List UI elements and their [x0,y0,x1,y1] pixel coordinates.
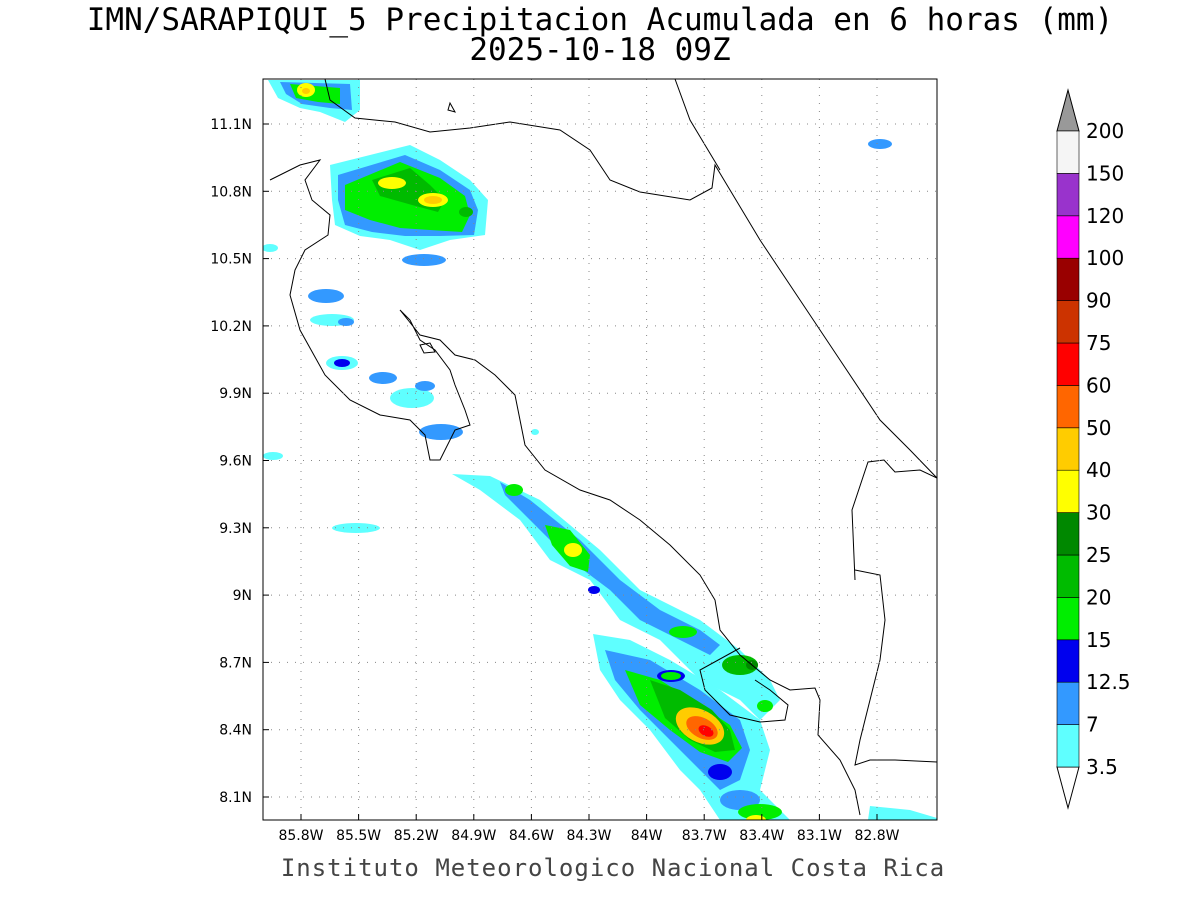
colorbar-swatch [1056,130,1080,174]
lat-tick-label: 8.4N [219,723,252,739]
colorbar-bottom-arrow [1056,766,1080,810]
colorbar-label: 150 [1086,161,1124,185]
lon-tick-label: 84W [631,828,663,844]
colorbar-label: 60 [1086,373,1111,397]
colorbar-label: 75 [1086,331,1111,355]
lat-tick-label: 11.1N [210,117,252,133]
lat-tick-label: 9.3N [219,521,252,537]
colorbar-label: 100 [1086,246,1124,270]
lat-tick-label: 8.1N [219,790,252,806]
map-datetime: 2025-10-18 09Z [469,32,731,68]
colorbar-swatch [1056,385,1080,429]
colorbar-swatch [1056,215,1080,259]
colorbar-label: 200 [1086,119,1124,143]
colorbar-label: 7 [1086,713,1099,737]
colorbar-label: 120 [1086,204,1124,228]
colorbar-swatch [1056,342,1080,386]
map-title: IMN/SARAPIQUI_5 Precipitacion Acumulada … [86,2,1114,38]
colorbar-label: 50 [1086,416,1111,440]
colorbar-swatch [1056,512,1080,556]
colorbar-label: 20 [1086,585,1111,609]
colorbar-label: 30 [1086,501,1111,525]
colorbar-swatch [1056,681,1080,725]
colorbar-label: 3.5 [1086,755,1118,779]
lat-tick-label: 10.2N [210,319,252,335]
lon-tick-label: 83.7W [682,828,727,844]
lat-tick-label: 9.9N [219,386,252,402]
map-grid [263,79,937,820]
colorbar-top-arrow [1056,88,1080,132]
lat-tick-label: 9.6N [219,454,252,470]
colorbar-label: 15 [1086,628,1111,652]
map-frame [262,78,938,821]
colorbar-label: 90 [1086,289,1111,313]
lat-tick-label: 9N [233,588,252,604]
colorbar-swatch [1056,257,1080,301]
longitude-axis: 85.8W 85.5W 85.2W 84.9W 84.6W 84.3W 84W 83.7W 83… [278,814,900,844]
lat-tick-label: 10.8N [210,184,252,200]
footer-credit: Instituto Meteorologico Nacional Costa R… [280,854,946,882]
colorbar-swatch [1056,300,1080,344]
colorbar-legend: 3.5 7 12.5 15 20 25 30 40 50 60 75 90 100 120 150 200 [1056,88,1131,810]
lon-tick-label: 82.8W [854,828,899,844]
lon-tick-label: 84.3W [566,828,611,844]
lon-tick-label: 85.5W [336,828,381,844]
colorbar-label: 12.5 [1086,670,1131,694]
colorbar-swatch [1056,597,1080,641]
lat-tick-label: 10.5N [210,252,252,268]
colorbar-swatch [1056,427,1080,471]
lon-tick-label: 83.4W [739,828,784,844]
colorbar-swatch [1056,173,1080,217]
colorbar-swatch [1056,554,1080,598]
lon-tick-label: 85.8W [278,828,323,844]
colorbar-label: 40 [1086,458,1111,482]
colorbar-swatch [1056,469,1080,513]
colorbar-swatch [1056,639,1080,683]
coastline [269,79,937,816]
lon-tick-label: 85.2W [394,828,439,844]
lon-tick-label: 84.9W [451,828,496,844]
colorbar-label: 25 [1086,543,1111,567]
latitude-axis: 11.1N 10.8N 10.5N 10.2N 9.9N 9.6N 9.3N 9N 8.7N 8.… [210,117,269,806]
lat-tick-label: 8.7N [219,655,252,671]
colorbar-swatch [1056,724,1080,768]
lon-tick-label: 83.1W [797,828,842,844]
lon-tick-label: 84.6W [509,828,554,844]
